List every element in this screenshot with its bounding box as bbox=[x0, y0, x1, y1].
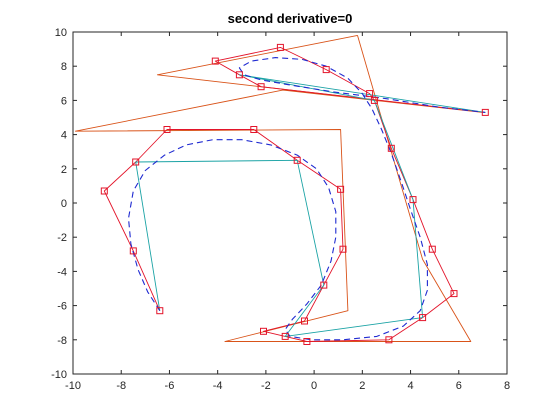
y-tick-label: -2 bbox=[57, 232, 67, 244]
y-tick-label: 2 bbox=[61, 164, 67, 176]
y-tick-label: 6 bbox=[61, 95, 67, 107]
control-point-marker bbox=[257, 83, 265, 91]
control-point-marker bbox=[276, 43, 284, 51]
x-tick-label: -10 bbox=[65, 380, 81, 392]
control-point-marker bbox=[366, 90, 374, 98]
control-point-marker bbox=[211, 57, 219, 65]
control-point-marker bbox=[301, 317, 308, 325]
chart-title: second derivative=0 bbox=[228, 11, 353, 26]
control-point-marker bbox=[163, 126, 171, 133]
y-tick-label: -10 bbox=[51, 369, 67, 381]
y-tick-label: 8 bbox=[61, 61, 67, 73]
x-tick-label: 2 bbox=[359, 380, 365, 392]
control-point-marker bbox=[419, 314, 427, 322]
control-point-marker bbox=[281, 332, 289, 340]
y-tick-label: 4 bbox=[61, 130, 67, 142]
y-tick-label: 0 bbox=[61, 198, 67, 210]
x-tick-label: -2 bbox=[261, 380, 271, 392]
blue-dashed-curve-line bbox=[127, 57, 486, 341]
y-tick-label: -4 bbox=[57, 266, 67, 278]
control-point-marker bbox=[250, 126, 258, 133]
control-point-marker bbox=[260, 327, 267, 335]
control-point-marker bbox=[303, 338, 311, 345]
axis-ticks: -10 -8 -6 -4 -2 0 2 4 6 8 -10 -8 -6 -4 -2 0 2 4 6 8 10 bbox=[51, 27, 510, 392]
y-tick-label: -6 bbox=[57, 301, 67, 313]
control-point-marker bbox=[385, 336, 393, 344]
control-point-marker bbox=[339, 245, 347, 253]
plot-area bbox=[72, 31, 508, 375]
control-point-marker bbox=[320, 281, 328, 289]
control-point-marker bbox=[409, 196, 417, 204]
x-tick-label: -8 bbox=[116, 380, 126, 392]
x-tick-label: 4 bbox=[407, 380, 413, 392]
x-tick-label: 0 bbox=[311, 380, 317, 392]
control-point-marker bbox=[293, 156, 301, 164]
control-point-marker bbox=[387, 144, 395, 152]
control-point-marker bbox=[129, 247, 137, 255]
y-tick-label: 10 bbox=[55, 27, 67, 39]
control-point-marker bbox=[322, 66, 330, 74]
control-point-marker bbox=[337, 185, 345, 193]
control-point-marker bbox=[481, 108, 489, 116]
control-point-marker bbox=[235, 71, 243, 79]
x-tick-label: -6 bbox=[165, 380, 175, 392]
x-tick-label: 6 bbox=[456, 380, 462, 392]
x-tick-label: -4 bbox=[213, 380, 223, 392]
control-point-marker bbox=[450, 290, 458, 298]
x-tick-label: 8 bbox=[504, 380, 510, 392]
control-point-marker bbox=[156, 307, 164, 315]
control-point-marker bbox=[100, 187, 108, 195]
marker-layer bbox=[100, 43, 489, 345]
red-control-polygon-square-markers-line bbox=[103, 46, 486, 342]
series-layer bbox=[74, 34, 486, 342]
control-point-marker bbox=[428, 245, 436, 253]
control-point-marker bbox=[132, 158, 140, 166]
y-tick-label: -8 bbox=[57, 335, 67, 347]
control-point-marker bbox=[370, 96, 378, 104]
